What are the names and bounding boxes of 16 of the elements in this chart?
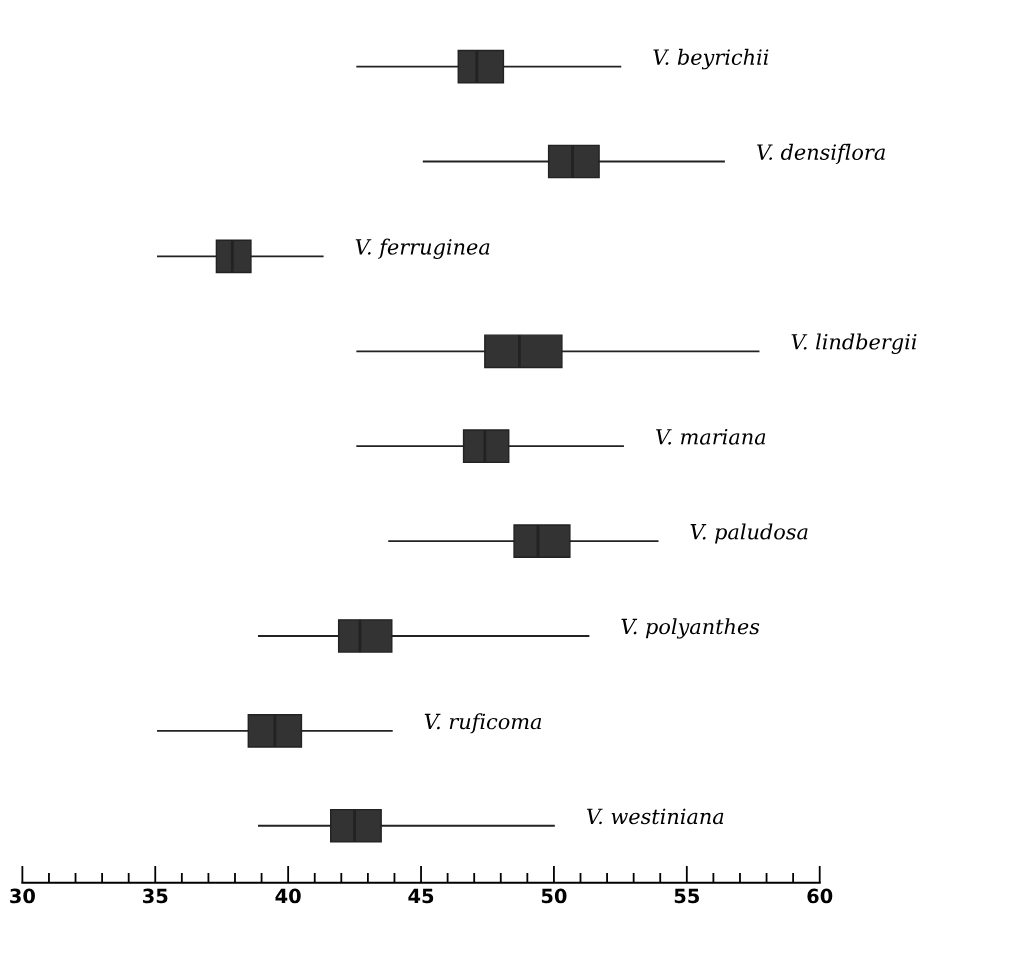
y-tick-label: V. westiniana <box>586 808 724 825</box>
x-tick-label: 40 <box>275 888 301 904</box>
x-tick-label: 60 <box>807 888 833 904</box>
x-tick-label: 35 <box>143 888 168 904</box>
y-tick-label: V. polyanthes <box>621 618 760 639</box>
x-tick-label: 55 <box>674 888 699 904</box>
y-tick-label: V. mariana <box>655 429 766 445</box>
x-tick-label: 50 <box>541 888 567 904</box>
y-tick-label: V. beyrichii <box>653 48 769 70</box>
y-tick-label: V. lindbergii <box>791 333 917 354</box>
y-tick-label: V. densiflora <box>756 143 885 165</box>
y-tick-label: V. ruficoma <box>424 713 542 734</box>
y-tick-label: V. ferruginea <box>355 238 490 260</box>
x-tick-label: 45 <box>408 888 434 904</box>
x-tick-label: 30 <box>10 888 35 904</box>
y-tick-label: V. paludosa <box>690 523 808 544</box>
